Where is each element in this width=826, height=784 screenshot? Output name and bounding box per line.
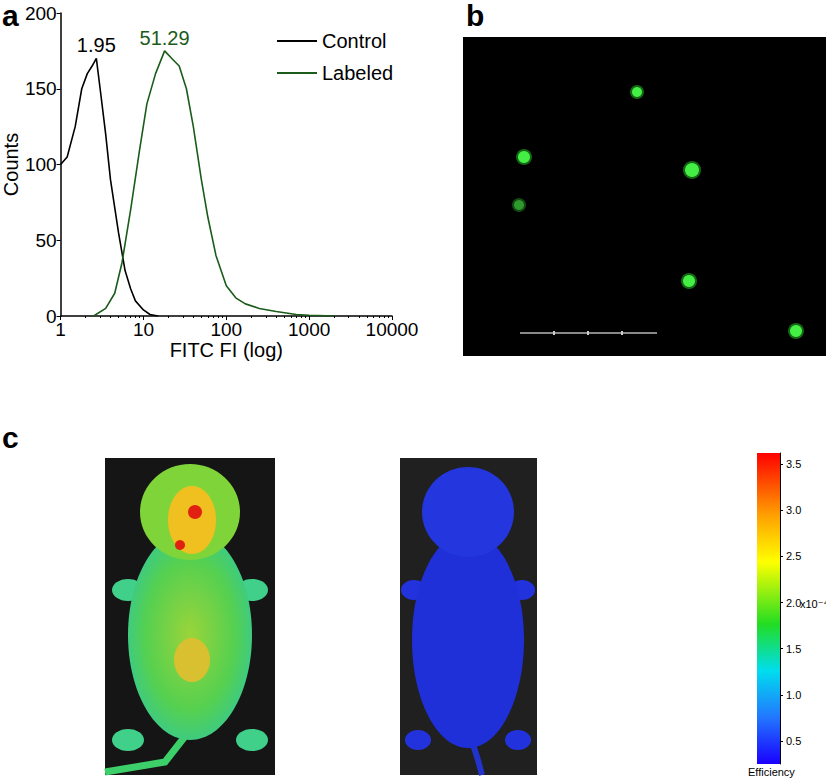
svg-text:50: 50 [35,230,56,251]
svg-text:Efficiency: Efficiency [748,766,795,778]
svg-text:a: a [2,0,19,32]
svg-text:1.0: 1.0 [786,689,801,701]
svg-text:b: b [466,0,484,32]
svg-text:51.29: 51.29 [140,27,190,49]
svg-text:Labeled: Labeled [322,62,393,84]
svg-text:1000: 1000 [288,319,330,340]
svg-text:FITC FI (log): FITC FI (log) [170,339,283,361]
svg-text:3.5: 3.5 [786,458,801,470]
svg-text:c: c [2,421,19,454]
svg-text:100: 100 [25,154,57,175]
svg-text:1: 1 [55,319,66,340]
svg-text:0.5: 0.5 [786,735,801,747]
svg-text:1.95: 1.95 [77,34,116,56]
svg-text:x10⁻⁴: x10⁻⁴ [800,598,826,610]
svg-text:10: 10 [133,319,154,340]
svg-text:Counts: Counts [0,133,22,196]
svg-text:1.5: 1.5 [786,643,801,655]
svg-text:2.0: 2.0 [786,597,801,609]
svg-text:2.5: 2.5 [786,550,801,562]
svg-text:0: 0 [46,305,57,327]
svg-text:Control: Control [322,30,386,52]
svg-text:200: 200 [25,3,57,24]
svg-text:150: 150 [25,78,57,99]
svg-text:3.0: 3.0 [786,504,801,516]
svg-text:100: 100 [210,319,242,340]
svg-text:10000: 10000 [366,319,419,340]
